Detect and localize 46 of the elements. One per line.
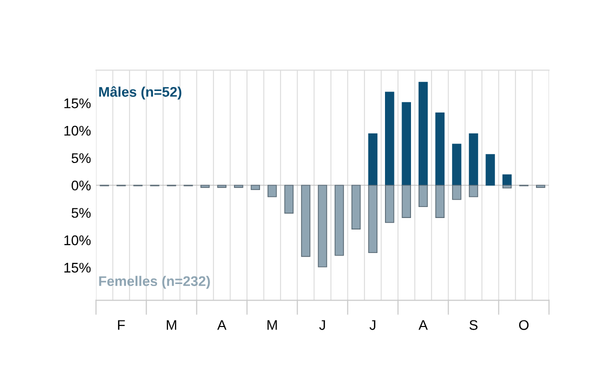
- bar: [384, 92, 394, 186]
- bar: [418, 82, 428, 186]
- bar: [468, 184, 478, 198]
- bar: [402, 102, 412, 186]
- x-tick-label: A: [217, 320, 226, 330]
- y-tick-label: 5%: [72, 153, 91, 164]
- x-tick-label: M: [166, 320, 176, 330]
- bar: [268, 184, 277, 198]
- bar: [368, 133, 378, 186]
- bar: [284, 184, 294, 214]
- bar: [435, 184, 445, 218]
- bar: [217, 184, 226, 188]
- y-tick-label: 10%: [64, 126, 91, 136]
- bar: [536, 184, 546, 188]
- bar: [234, 184, 244, 188]
- y-tick-label: 15%: [64, 98, 91, 108]
- bar: [318, 184, 328, 268]
- y-tick-label: 0%: [72, 180, 91, 190]
- bar: [368, 184, 378, 254]
- x-tick-label: A: [418, 320, 428, 330]
- bar: [486, 154, 495, 186]
- bar: [502, 174, 512, 186]
- bar: [200, 184, 210, 188]
- bar: [502, 184, 512, 188]
- bar: [250, 184, 260, 190]
- bar: [418, 184, 428, 208]
- bar: [468, 133, 478, 186]
- bar: [384, 184, 394, 223]
- text: Mâles (n=52): [99, 86, 182, 100]
- y-tick-label: 10%: [64, 235, 91, 246]
- x-tick-label: M: [268, 320, 277, 330]
- x-tick-label: F: [118, 320, 125, 330]
- x-tick-label: J: [319, 320, 325, 330]
- bar: [334, 184, 344, 256]
- bar: [452, 144, 462, 186]
- y-tick-label: 15%: [64, 262, 91, 273]
- x-tick-label: O: [519, 320, 529, 330]
- bar: [452, 184, 462, 200]
- bar: [435, 112, 445, 186]
- bar: [402, 184, 412, 218]
- bar: [301, 184, 310, 257]
- y-tick-label: 5%: [72, 208, 91, 218]
- x-tick-label: J: [370, 320, 376, 330]
- x-tick-label: S: [470, 320, 478, 330]
- bar: [351, 184, 361, 230]
- text: Femelles (n=232): [99, 276, 210, 289]
